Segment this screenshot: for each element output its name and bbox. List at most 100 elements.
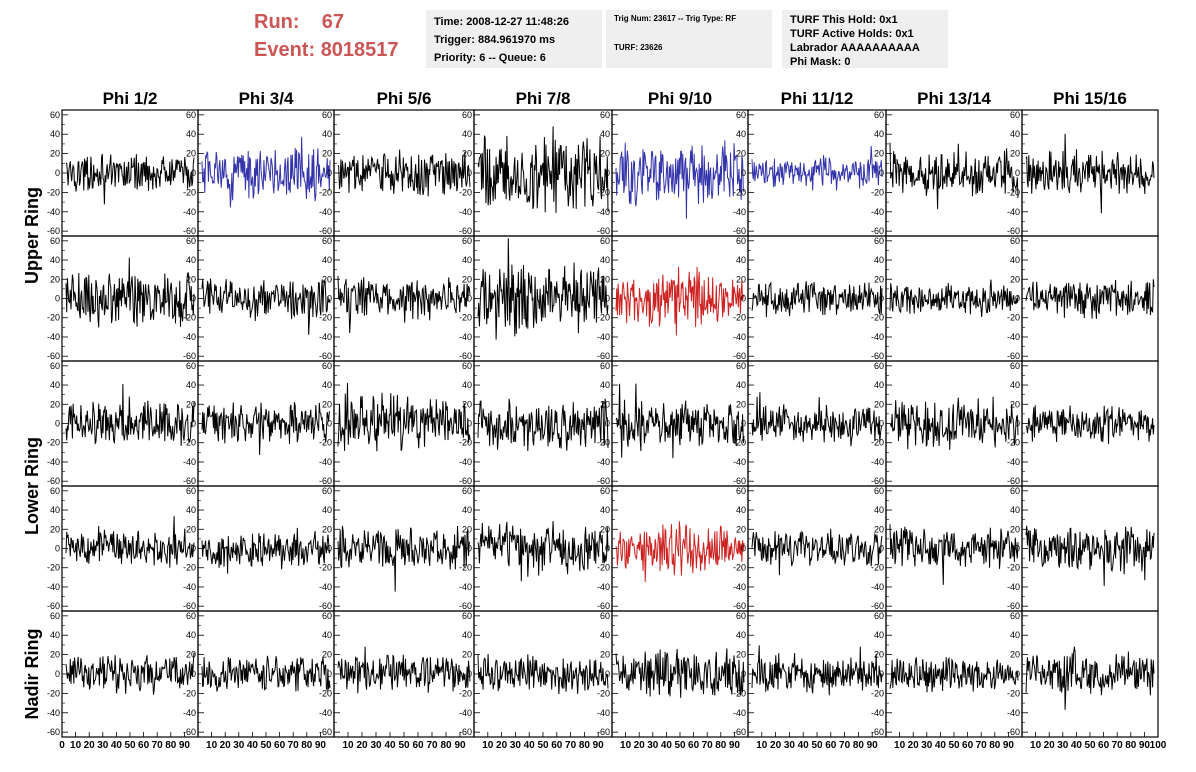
y-tick-label: 20 — [462, 274, 472, 284]
y-tick-label: -40 — [1007, 332, 1020, 342]
x-tick-label: 70 — [426, 740, 438, 751]
y-tick-label: 0 — [467, 294, 472, 304]
y-tick-label: 0 — [1015, 544, 1020, 554]
y-tick-label: -20 — [871, 313, 884, 323]
y-tick-label: 60 — [736, 236, 746, 246]
y-tick-label: 0 — [191, 544, 196, 554]
column-header: Phi 11/12 — [781, 89, 854, 108]
x-tick-label: 20 — [908, 740, 920, 751]
y-tick-label: -20 — [1007, 313, 1020, 323]
y-tick-label: 20 — [322, 274, 332, 284]
y-tick-label: 20 — [462, 650, 472, 660]
y-tick-label: 60 — [600, 236, 610, 246]
event-value: 8018517 — [320, 39, 399, 61]
y-tick-label: -40 — [319, 457, 332, 467]
y-tick-label: 0 — [1015, 419, 1020, 429]
y-tick-label: 60 — [874, 611, 884, 621]
y-tick-label: -20 — [871, 563, 884, 573]
y-tick-label: -20 — [47, 438, 60, 448]
y-tick-label: 40 — [736, 630, 746, 640]
y-tick-label: 40 — [322, 255, 332, 265]
y-tick-label: 20 — [736, 399, 746, 409]
y-tick-label: -60 — [47, 351, 60, 361]
y-tick-label: 20 — [874, 524, 884, 534]
y-tick-label: 60 — [186, 361, 196, 371]
y-tick-label: 20 — [1010, 399, 1020, 409]
x-tick-label: 40 — [798, 740, 810, 751]
y-tick-label: -40 — [733, 457, 746, 467]
y-tick-label: 20 — [874, 274, 884, 284]
y-tick-label: -60 — [597, 351, 610, 361]
x-tick-label: 90 — [1003, 740, 1015, 751]
y-tick-label: -20 — [183, 688, 196, 698]
y-tick-label: -40 — [183, 207, 196, 217]
y-tick-label: -40 — [1007, 582, 1020, 592]
y-tick-label: 0 — [605, 294, 610, 304]
column-header: Phi 7/8 — [516, 89, 571, 108]
y-tick-label: -40 — [319, 708, 332, 718]
y-tick-label: -60 — [733, 601, 746, 611]
x-tick-label: 40 — [384, 740, 396, 751]
waveform-trace — [889, 656, 1019, 693]
y-tick-label: 40 — [462, 380, 472, 390]
y-tick-label: -60 — [183, 476, 196, 486]
y-tick-label: 60 — [874, 361, 884, 371]
y-tick-label: -40 — [47, 207, 60, 217]
waveform-trace — [65, 652, 195, 695]
waveform-trace — [751, 281, 883, 318]
y-tick-label: -20 — [319, 438, 332, 448]
waveform-trace — [337, 149, 471, 197]
time-info-box: Time: 2008-12-27 11:48:26 Trigger: 884.9… — [426, 10, 602, 68]
y-tick-label: -40 — [597, 332, 610, 342]
y-tick-label: 0 — [55, 669, 60, 679]
x-tick-label: 20 — [220, 740, 232, 751]
y-tick-label: 40 — [186, 255, 196, 265]
x-tick-label: 10 — [482, 740, 494, 751]
x-tick-label: 30 — [97, 740, 109, 751]
phi-mask-text: Phi Mask: 0 — [790, 56, 851, 68]
y-tick-label: 40 — [736, 129, 746, 139]
y-tick-label: -20 — [1007, 438, 1020, 448]
x-tick-label: 50 — [124, 740, 136, 751]
y-tick-label: 0 — [191, 419, 196, 429]
y-tick-label: -40 — [733, 332, 746, 342]
x-tick-label: 60 — [551, 740, 563, 751]
waveform-trace — [889, 279, 1019, 318]
y-tick-label: 60 — [322, 361, 332, 371]
waveform-trace — [1025, 405, 1155, 445]
y-tick-label: -60 — [1007, 351, 1020, 361]
y-tick-label: -20 — [459, 438, 472, 448]
y-tick-label: -40 — [183, 708, 196, 718]
column-header: Phi 9/10 — [648, 89, 712, 108]
x-tick-label: 20 — [770, 740, 782, 751]
y-tick-label: 60 — [1010, 110, 1020, 120]
x-tick-label: 70 — [976, 740, 988, 751]
y-tick-label: -60 — [733, 727, 746, 737]
y-tick-label: 0 — [467, 669, 472, 679]
x-tick-label: 50 — [948, 740, 960, 751]
x-tick-label: 50 — [537, 740, 549, 751]
waveform-trace — [615, 383, 745, 459]
x-tick-label: 20 — [1044, 740, 1056, 751]
waveform-trace — [65, 383, 195, 446]
labrador-text: Labrador AAAAAAAAAA — [790, 42, 920, 54]
x-tick-label: 50 — [811, 740, 823, 751]
y-tick-label: -60 — [733, 476, 746, 486]
waveform-trace — [1025, 133, 1155, 214]
y-tick-label: 20 — [600, 399, 610, 409]
y-tick-label: 40 — [50, 630, 60, 640]
x-tick-label: 10 — [70, 740, 82, 751]
y-tick-label: 0 — [741, 168, 746, 178]
x-tick-label: 70 — [702, 740, 714, 751]
waveform-trace — [1025, 279, 1155, 319]
y-tick-label: 60 — [736, 486, 746, 496]
y-tick-label: 0 — [327, 419, 332, 429]
y-tick-label: 60 — [322, 486, 332, 496]
y-tick-label: 20 — [600, 650, 610, 660]
y-tick-label: 40 — [874, 255, 884, 265]
waveform-trace — [889, 142, 1019, 210]
column-header: Phi 1/2 — [103, 89, 158, 108]
y-tick-label: 40 — [186, 380, 196, 390]
y-tick-label: 20 — [50, 274, 60, 284]
